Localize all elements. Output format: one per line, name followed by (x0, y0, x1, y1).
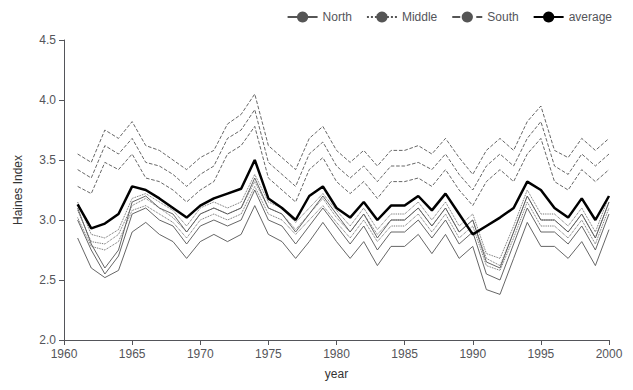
svg-text:4.5: 4.5 (39, 33, 56, 47)
svg-text:1960: 1960 (51, 347, 78, 361)
svg-text:2.0: 2.0 (39, 333, 56, 347)
svg-text:2.5: 2.5 (39, 273, 56, 287)
svg-text:1980: 1980 (323, 347, 350, 361)
svg-text:South: South (487, 10, 518, 24)
svg-text:1985: 1985 (391, 347, 418, 361)
svg-text:2000: 2000 (596, 347, 623, 361)
svg-text:1965: 1965 (119, 347, 146, 361)
svg-text:3.0: 3.0 (39, 213, 56, 227)
svg-text:4.0: 4.0 (39, 93, 56, 107)
svg-text:1970: 1970 (187, 347, 214, 361)
svg-text:Haines Index: Haines Index (11, 155, 25, 225)
svg-text:1975: 1975 (255, 347, 282, 361)
svg-text:3.5: 3.5 (39, 153, 56, 167)
svg-text:average: average (569, 10, 613, 24)
svg-text:North: North (323, 10, 352, 24)
svg-text:year: year (325, 367, 348, 381)
svg-text:Middle: Middle (402, 10, 438, 24)
svg-text:1995: 1995 (528, 347, 555, 361)
svg-text:1990: 1990 (459, 347, 486, 361)
